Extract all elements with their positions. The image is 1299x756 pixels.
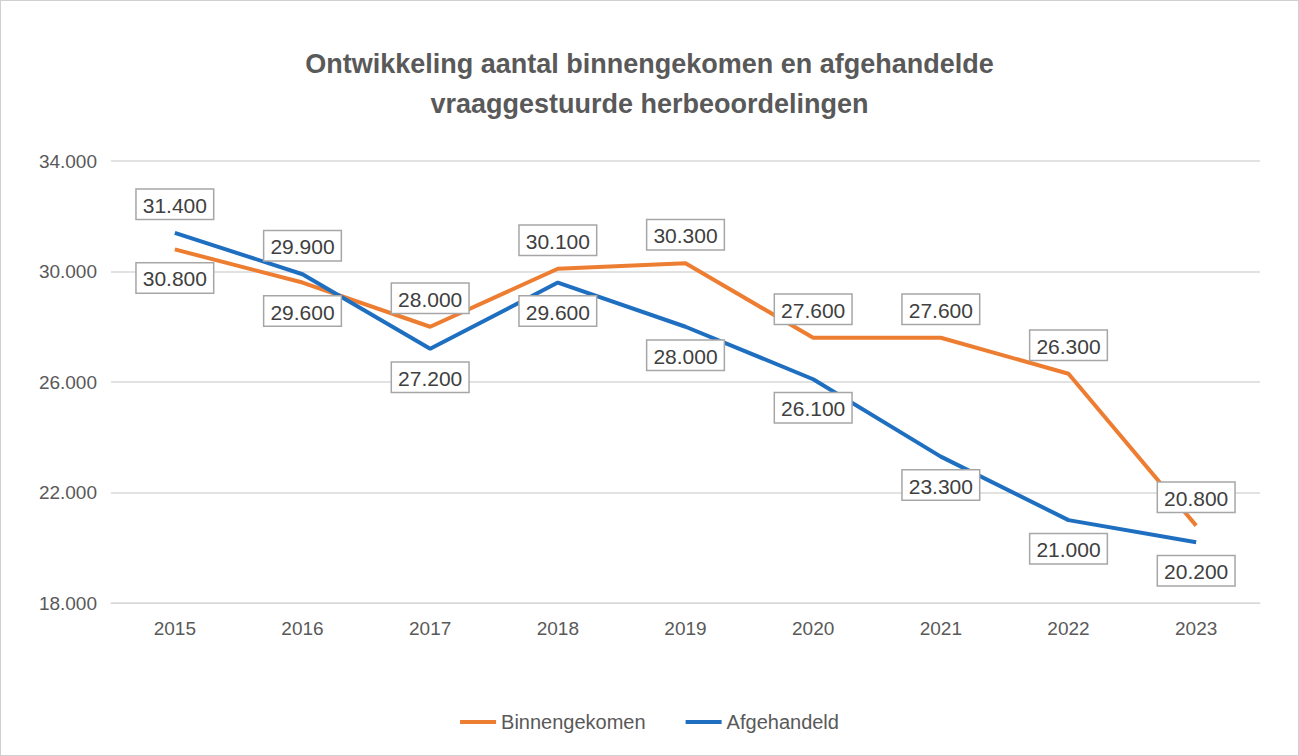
- svg-text:20.800: 20.800: [1164, 487, 1228, 510]
- svg-text:Ontwikkeling aantal binnengeko: Ontwikkeling aantal binnengekomen en afg…: [305, 49, 994, 79]
- svg-text:2016: 2016: [281, 618, 323, 639]
- svg-text:18.000: 18.000: [39, 593, 97, 614]
- svg-text:27.600: 27.600: [909, 299, 973, 322]
- svg-text:2018: 2018: [537, 618, 579, 639]
- svg-text:2017: 2017: [409, 618, 451, 639]
- svg-text:30.800: 30.800: [143, 267, 207, 290]
- svg-text:26.100: 26.100: [781, 397, 845, 420]
- svg-text:29.600: 29.600: [526, 301, 590, 324]
- svg-text:2015: 2015: [154, 618, 196, 639]
- svg-text:20.200: 20.200: [1164, 560, 1228, 583]
- svg-text:23.300: 23.300: [909, 475, 973, 498]
- svg-text:2021: 2021: [920, 618, 962, 639]
- svg-text:30.100: 30.100: [526, 230, 590, 253]
- svg-text:28.000: 28.000: [653, 345, 717, 368]
- svg-text:30.300: 30.300: [653, 224, 717, 247]
- svg-text:30.000: 30.000: [39, 261, 97, 282]
- svg-text:28.000: 28.000: [398, 288, 462, 311]
- svg-text:2022: 2022: [1047, 618, 1089, 639]
- svg-text:29.600: 29.600: [270, 301, 334, 324]
- svg-text:26.000: 26.000: [39, 372, 97, 393]
- svg-text:34.000: 34.000: [39, 151, 97, 172]
- svg-text:26.300: 26.300: [1036, 335, 1100, 358]
- svg-text:27.600: 27.600: [781, 299, 845, 322]
- svg-text:2019: 2019: [664, 618, 706, 639]
- svg-text:31.400: 31.400: [143, 194, 207, 217]
- svg-text:vraaggestuurde herbeoordelinge: vraaggestuurde herbeoordelingen: [430, 89, 868, 119]
- svg-text:Afgehandeld: Afgehandeld: [727, 711, 839, 733]
- svg-text:27.200: 27.200: [398, 367, 462, 390]
- svg-text:29.900: 29.900: [270, 235, 334, 258]
- svg-text:21.000: 21.000: [1036, 538, 1100, 561]
- svg-text:2020: 2020: [792, 618, 834, 639]
- svg-text:2023: 2023: [1175, 618, 1217, 639]
- svg-text:22.000: 22.000: [39, 482, 97, 503]
- svg-text:Binnengekomen: Binnengekomen: [501, 711, 646, 733]
